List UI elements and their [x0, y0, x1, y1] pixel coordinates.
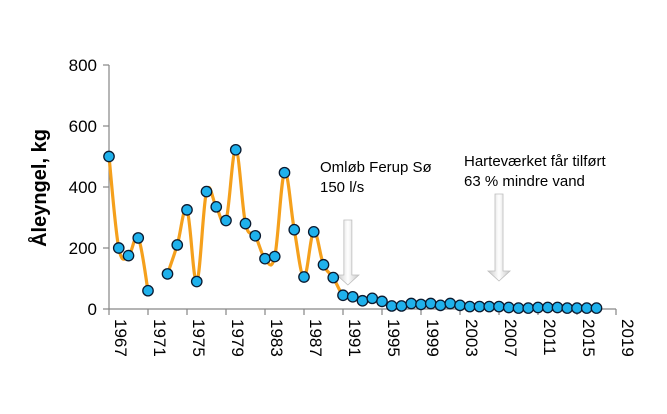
- data-point: [307, 225, 320, 238]
- data-point: [463, 300, 476, 313]
- data-point: [376, 295, 388, 308]
- x-tick-label: 2019: [618, 319, 637, 357]
- x-tick-label: 2007: [501, 319, 520, 357]
- data-point: [454, 299, 466, 312]
- data-point: [288, 223, 301, 236]
- x-tick-label: 1995: [384, 319, 403, 357]
- data-point: [512, 302, 525, 314]
- data-point: [200, 185, 213, 198]
- data-point: [122, 249, 135, 262]
- x-axis: 1967 1971 1975 1979 1983 1987 1991 1995 1999 2003…: [108, 308, 637, 357]
- x-tick-label: 1979: [228, 319, 247, 357]
- annotation-text: Omløb Ferup Sø: [320, 159, 432, 176]
- data-point: [473, 300, 486, 313]
- data-point: [405, 297, 418, 310]
- data-point: [424, 297, 437, 310]
- data-point: [259, 252, 271, 265]
- data-point: [561, 302, 574, 314]
- data-point: [590, 302, 603, 314]
- data-point: [142, 284, 154, 297]
- data-point: [249, 229, 262, 242]
- y-axis: 0 200 400 600 800: [69, 56, 110, 319]
- data-point: [502, 301, 515, 314]
- series-line: [107, 156, 150, 291]
- data-point: [268, 250, 281, 263]
- data-point: [132, 232, 145, 244]
- annotation-text: 63 % mindre vand: [464, 173, 585, 190]
- data-point: [483, 300, 496, 313]
- x-tick-label: 1975: [189, 319, 208, 357]
- data-point: [317, 258, 330, 271]
- data-point: [327, 271, 340, 284]
- data-point: [298, 271, 310, 283]
- data-point: [181, 204, 193, 216]
- x-tick-label: 1987: [306, 319, 325, 357]
- data-point: [541, 301, 554, 314]
- data-point: [171, 239, 184, 251]
- data-point: [444, 297, 457, 310]
- x-tick-label: 1983: [267, 319, 286, 357]
- data-point: [337, 289, 349, 302]
- x-tick-label: 1991: [345, 319, 364, 357]
- annotations: Omløb Ferup Sø 150 l/s Harteværket får til…: [320, 153, 607, 286]
- data-point: [395, 300, 408, 312]
- data-point: [580, 302, 593, 314]
- x-tick-label: 2003: [462, 319, 481, 357]
- x-tick-label: 2011: [540, 319, 559, 356]
- annotation-arrow: [486, 193, 512, 282]
- data-point: [415, 298, 427, 311]
- data-point: [220, 214, 232, 227]
- y-tick-label: 0: [88, 300, 97, 319]
- data-point: [385, 300, 398, 312]
- data-point: [434, 299, 447, 312]
- data-point: [493, 300, 505, 313]
- y-tick-label: 200: [69, 239, 97, 258]
- data-point: [103, 150, 115, 163]
- annotation-text: Harteværket får tilført: [464, 153, 607, 170]
- x-tick-label: 1971: [150, 319, 169, 357]
- data-point: [551, 301, 564, 314]
- data-point: [112, 242, 125, 254]
- data-point: [522, 302, 535, 314]
- y-axis-label: Åleyngel, kg: [27, 129, 51, 247]
- data-point: [239, 217, 252, 230]
- data-point: [356, 294, 369, 307]
- data-point: [161, 268, 174, 280]
- annotation-arrow: [335, 219, 360, 286]
- data-point: [366, 292, 379, 305]
- x-tick-label: 1967: [111, 319, 130, 357]
- series-points: [103, 143, 603, 314]
- y-tick-label: 400: [69, 178, 97, 197]
- annotation-text: 150 l/s: [320, 179, 364, 196]
- data-point: [346, 290, 359, 303]
- data-point: [190, 275, 203, 288]
- x-tick-label: 1999: [423, 319, 442, 357]
- y-tick-label: 600: [69, 117, 97, 136]
- data-point: [278, 166, 291, 179]
- data-point: [571, 302, 583, 314]
- data-point: [210, 200, 223, 213]
- data-point: [229, 143, 242, 156]
- data-point: [532, 301, 544, 314]
- y-tick-label: 800: [69, 56, 97, 75]
- x-tick-label: 2015: [579, 319, 598, 357]
